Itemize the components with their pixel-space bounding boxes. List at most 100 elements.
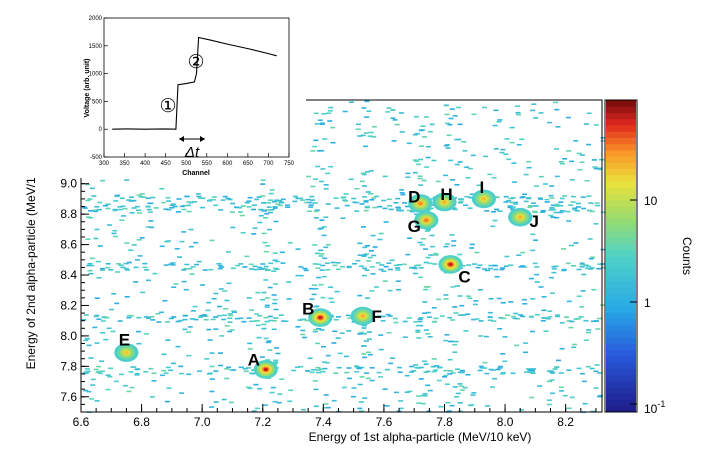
heatmap-cell	[548, 214, 554, 217]
heatmap-cell	[549, 371, 555, 373]
heatmap-cell	[499, 268, 505, 271]
heatmap-cell	[378, 268, 384, 271]
heatmap-cell	[83, 389, 89, 392]
heatmap-cell	[412, 133, 418, 136]
heatmap-cell	[272, 302, 278, 305]
heatmap-cell	[354, 371, 360, 373]
heatmap-cell	[525, 368, 531, 370]
heatmap-cell	[452, 208, 458, 211]
heatmap-cell	[131, 207, 137, 209]
heatmap-cell	[413, 321, 419, 323]
heatmap-cell	[355, 366, 361, 369]
heatmap-cell	[268, 192, 274, 195]
heatmap-cell	[322, 257, 328, 260]
heatmap-cell	[417, 241, 423, 244]
heatmap-cell	[575, 202, 581, 205]
heatmap-cell	[324, 361, 330, 364]
heatmap-cell	[204, 358, 210, 360]
colorbar-step	[606, 162, 636, 170]
heatmap-cell	[267, 315, 273, 318]
heatmap-cell	[189, 273, 195, 275]
heatmap-cell	[286, 281, 292, 283]
heatmap-cell	[501, 371, 506, 374]
heatmap-cell	[530, 202, 536, 204]
heatmap-cell	[374, 195, 380, 198]
heatmap-cell	[150, 319, 156, 321]
heatmap-cell	[255, 324, 261, 327]
heatmap-cell	[588, 202, 594, 204]
heatmap-cell	[399, 131, 405, 133]
heatmap-cell	[583, 264, 589, 266]
heatmap-cell	[370, 234, 376, 237]
heatmap-cell	[322, 367, 328, 370]
heatmap-cell	[123, 262, 129, 265]
heatmap-cell	[307, 201, 313, 204]
heatmap-cell	[589, 210, 595, 213]
heatmap-cell	[429, 207, 434, 210]
heatmap-cell	[433, 369, 438, 371]
heatmap-cell	[550, 204, 556, 207]
heatmap-cell	[320, 370, 326, 373]
heatmap-cell	[221, 314, 227, 317]
heatmap-cell	[569, 396, 575, 399]
heatmap-cell	[521, 298, 527, 301]
heatmap-cell	[318, 249, 324, 252]
heatmap-cell	[333, 372, 339, 374]
heatmap-cell	[88, 210, 93, 212]
heatmap-cell	[423, 286, 429, 288]
heatmap-cell	[469, 243, 475, 246]
heatmap-cell	[427, 389, 433, 392]
heatmap-cell	[177, 256, 182, 258]
heatmap-cell	[477, 289, 483, 291]
heatmap-cell	[159, 187, 165, 190]
heatmap-cell	[117, 320, 123, 322]
heatmap-cell	[308, 287, 314, 290]
heatmap-cell	[207, 339, 213, 341]
y-tick-label: 8.2	[60, 298, 77, 312]
heatmap-cell	[267, 286, 273, 289]
heatmap-cell	[490, 225, 496, 228]
heatmap-cell	[260, 183, 266, 185]
heatmap-cell	[409, 365, 415, 368]
heatmap-cell	[222, 290, 228, 292]
heatmap-cell	[134, 205, 140, 208]
heatmap-cell	[363, 145, 369, 148]
heatmap-cell	[269, 391, 275, 394]
heatmap-cell	[135, 259, 140, 261]
heatmap-cell	[376, 371, 382, 374]
heatmap-cell	[108, 269, 114, 271]
heatmap-cell	[340, 265, 345, 268]
heatmap-cell	[238, 211, 243, 213]
heatmap-cell	[357, 333, 363, 335]
heatmap-cell	[231, 310, 237, 312]
heatmap-cell	[85, 183, 91, 186]
colorbar-steps	[606, 100, 636, 413]
heatmap-cell	[405, 253, 411, 256]
heatmap-cell	[129, 196, 134, 198]
heatmap-cell	[558, 372, 564, 374]
inset-waveform-chart: 300 350 400 450 500 550 600 650 700 750 -500 0 500 10…	[0, 0, 306, 178]
heatmap-cell	[333, 318, 339, 321]
heatmap-cell	[264, 297, 270, 299]
heatmap-cell	[124, 296, 130, 298]
heatmap-cell	[249, 320, 255, 323]
heatmap-cell	[431, 307, 437, 309]
heatmap-cell	[99, 269, 105, 271]
heatmap-cell	[260, 298, 266, 301]
heatmap-cell	[161, 369, 167, 372]
heatmap-cell	[572, 207, 578, 210]
heatmap-cell	[581, 273, 587, 276]
heatmap-cell	[90, 378, 96, 381]
heatmap-cell	[358, 265, 364, 267]
heatmap-cell	[509, 126, 515, 129]
heatmap-cell	[367, 256, 373, 259]
heatmap-cell	[443, 144, 449, 147]
heatmap-cell	[431, 159, 437, 162]
heatmap-cell	[359, 410, 365, 412]
heatmap-cell	[366, 331, 372, 333]
heatmap-cell	[88, 272, 94, 275]
heatmap-cell	[330, 126, 336, 129]
heatmap-cell	[597, 168, 603, 171]
heatmap-cell	[313, 388, 319, 391]
heatmap-cell	[395, 267, 401, 269]
